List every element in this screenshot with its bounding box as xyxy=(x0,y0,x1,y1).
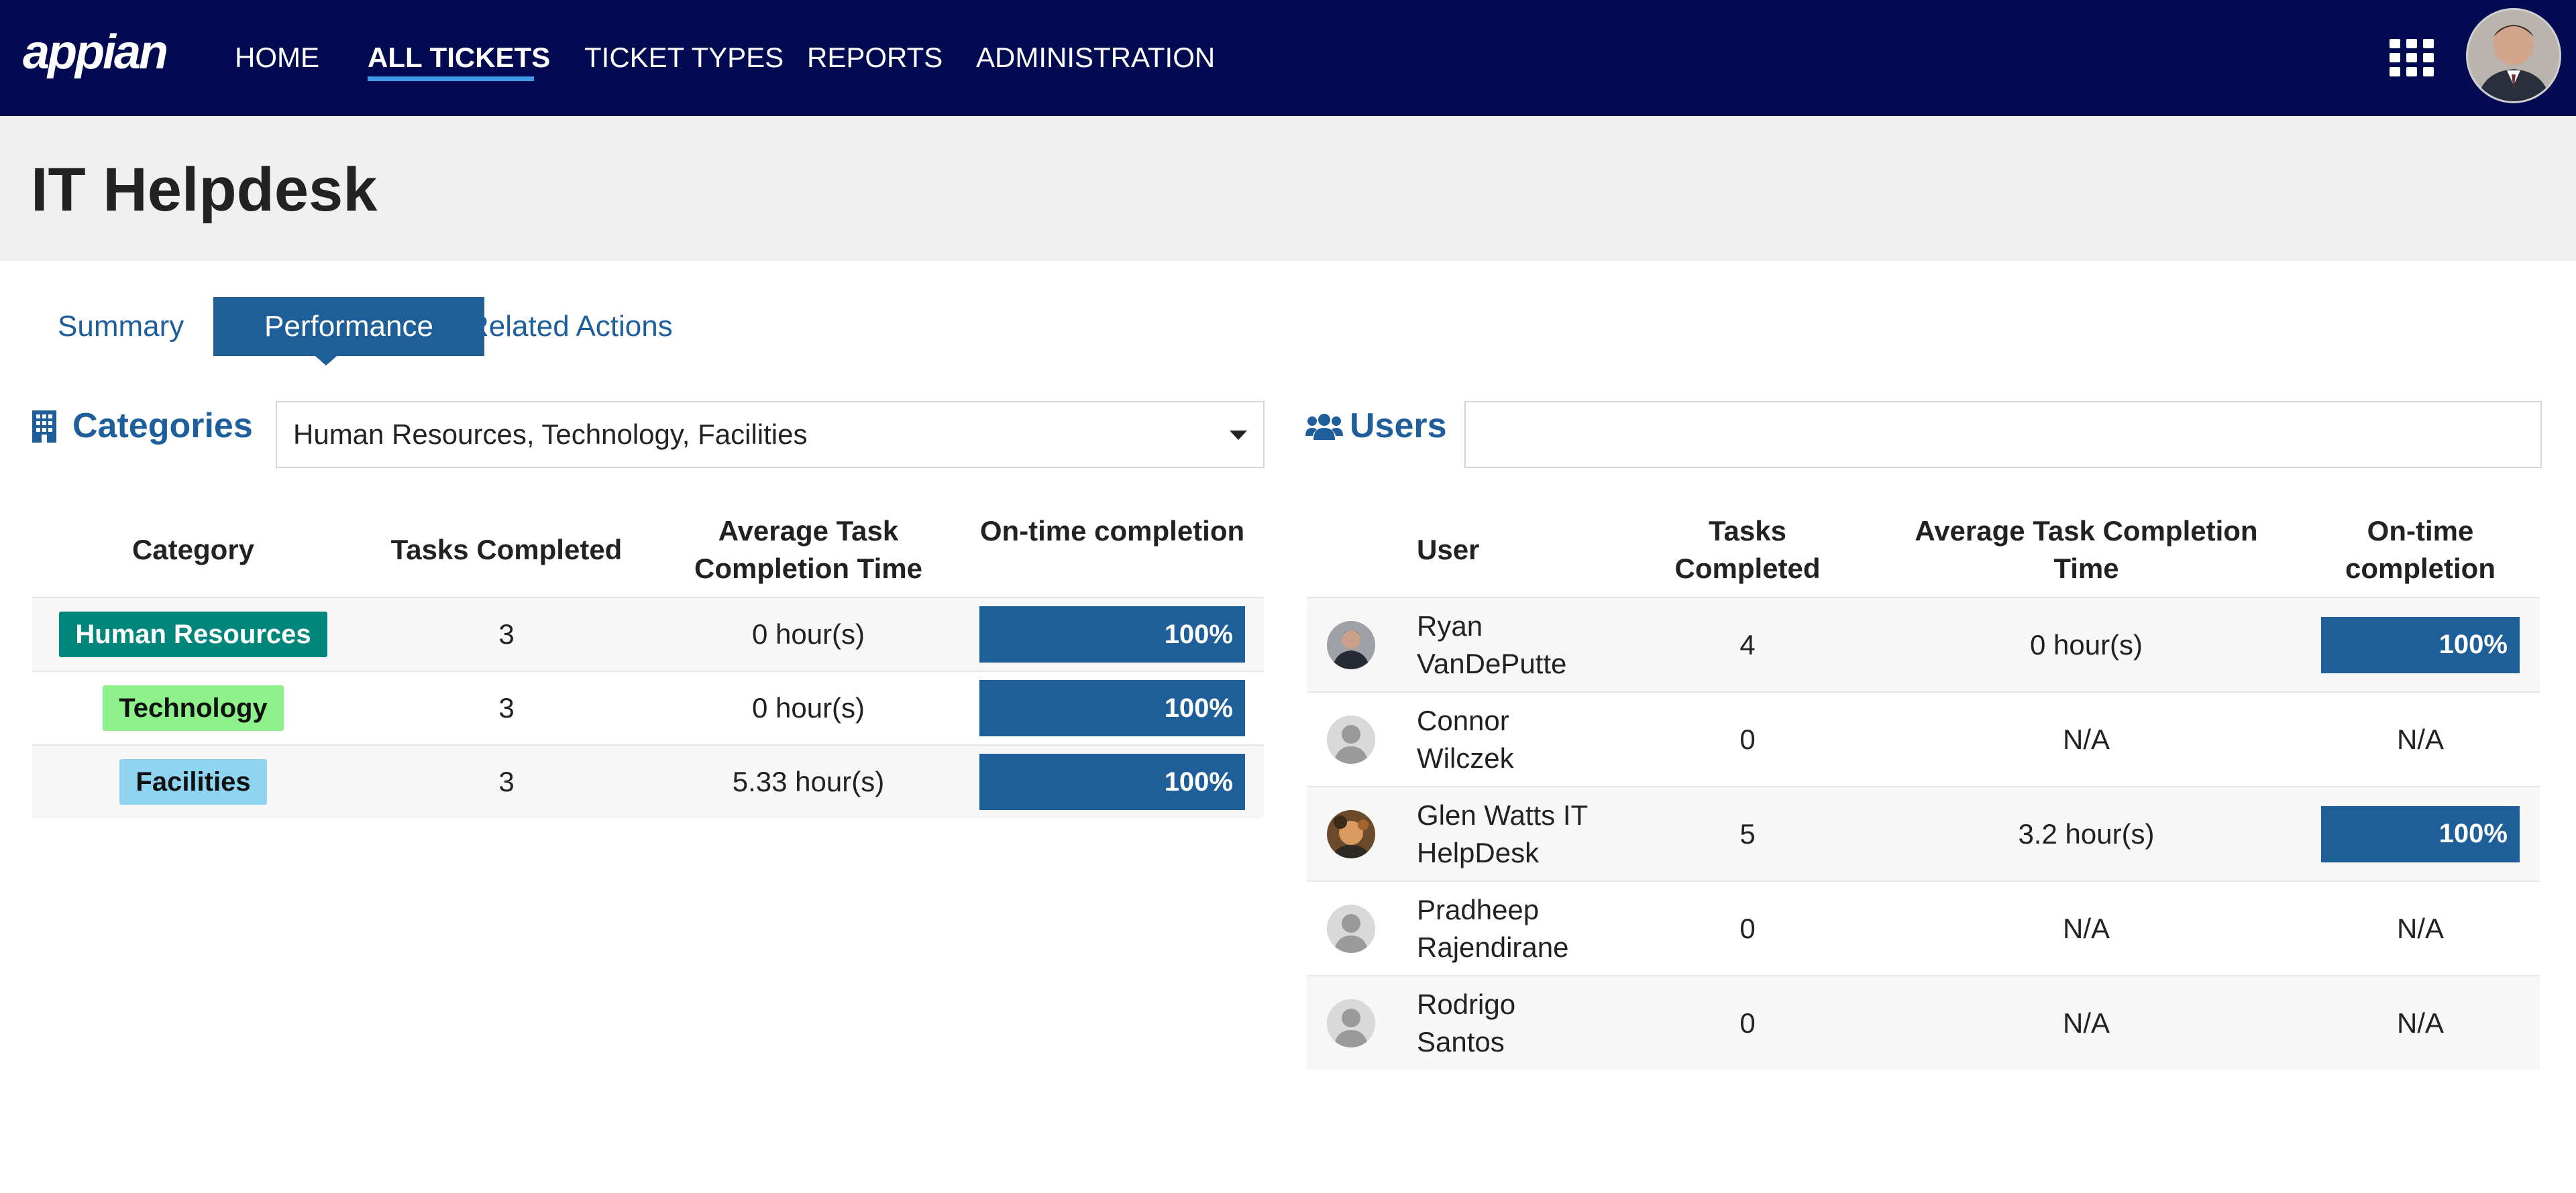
default-avatar-icon[interactable] xyxy=(1327,999,1375,1047)
on-time-progress-bar: 100% xyxy=(979,606,1245,663)
on-time-value: N/A xyxy=(2396,723,2444,755)
tasks-completed-value: 3 xyxy=(498,618,515,650)
user-name-link[interactable]: Connor xyxy=(1417,704,1509,736)
nav-home[interactable]: HOME xyxy=(235,42,319,73)
table-row: Glen Watts IT HelpDesk 5 3.2 hour(s) 100… xyxy=(1307,786,2540,880)
on-time-progress-bar: 100% xyxy=(2321,805,2520,862)
col-header-tasks-completed: Tasks Completed xyxy=(390,534,623,565)
table-row: Technology 3 0 hour(s) 100% xyxy=(32,671,1264,744)
nav-reports[interactable]: REPORTS xyxy=(807,42,943,73)
users-icon xyxy=(1305,412,1343,445)
on-time-progress-bar: 100% xyxy=(979,680,1245,736)
on-time-value: N/A xyxy=(2396,912,2444,944)
user-name-link-line2[interactable]: VanDePutte xyxy=(1417,647,1567,679)
col-header-user: User xyxy=(1417,534,1480,565)
user-name-link[interactable]: Glen Watts IT xyxy=(1417,799,1589,831)
table-row: Facilities 3 5.33 hour(s) 100% xyxy=(32,744,1264,818)
avg-time-value: 0 hour(s) xyxy=(2029,628,2143,661)
user-avatar[interactable] xyxy=(2466,8,2561,103)
default-avatar-icon[interactable] xyxy=(1327,715,1375,764)
avg-time-value: 0 hour(s) xyxy=(751,692,865,724)
avg-time-value: 3.2 hour(s) xyxy=(2018,817,2155,850)
avg-time-value: 5.33 hour(s) xyxy=(732,766,885,797)
on-time-value: N/A xyxy=(2396,1007,2444,1039)
col-header-avg-time: Average Task Completion Time xyxy=(694,515,922,584)
user-name-link-line2[interactable]: Wilczek xyxy=(1417,742,1514,774)
active-nav-indicator xyxy=(368,76,534,81)
col-header-avg-time: Average Task Completion Time xyxy=(1915,515,2258,584)
col-header-on-time: On-time completion xyxy=(979,515,1245,547)
page-header: IT Helpdesk xyxy=(0,116,2576,261)
categories-heading: Categories xyxy=(72,406,253,445)
table-row: Pradheep Rajendirane 0 N/A N/A xyxy=(1307,880,2540,975)
avatar[interactable] xyxy=(1327,809,1375,858)
on-time-progress-bar: 100% xyxy=(979,754,1245,810)
on-time-progress-bar: 100% xyxy=(2321,616,2520,673)
tasks-completed-value: 3 xyxy=(498,692,515,724)
tasks-completed-value: 3 xyxy=(498,766,515,797)
table-row: Rodrigo Santos 0 N/A N/A xyxy=(1307,975,2540,1070)
category-badge-human-resources[interactable]: Human Resources xyxy=(59,612,327,657)
building-icon xyxy=(31,409,58,447)
users-picker-input[interactable] xyxy=(1464,401,2542,468)
table-row: Connor Wilczek 0 N/A N/A xyxy=(1307,691,2540,786)
avatar[interactable] xyxy=(1327,620,1375,669)
category-badge-facilities[interactable]: Facilities xyxy=(119,759,267,805)
grid-icon[interactable] xyxy=(2388,38,2435,78)
user-name-link-line2[interactable]: Rajendirane xyxy=(1417,931,1569,963)
avg-time-value: 0 hour(s) xyxy=(751,618,865,650)
default-avatar-icon[interactable] xyxy=(1327,904,1375,953)
tasks-completed-value: 4 xyxy=(1739,628,1756,661)
avg-time-value: N/A xyxy=(2062,912,2110,944)
top-nav-bar: appian HOME ALL TICKETS TICKET TYPES REP… xyxy=(0,0,2576,116)
page-title: IT Helpdesk xyxy=(31,156,378,224)
tab-summary[interactable]: Summary xyxy=(58,310,184,343)
nav-all-tickets[interactable]: ALL TICKETS xyxy=(368,42,551,73)
tasks-completed-value: 5 xyxy=(1739,817,1756,850)
tab-performance[interactable]: Performance xyxy=(213,297,484,356)
user-name-link[interactable]: Rodrigo xyxy=(1417,988,1516,1020)
avg-time-value: N/A xyxy=(2062,1007,2110,1039)
tab-related-actions[interactable]: Related Actions xyxy=(468,310,673,343)
table-row: Ryan VanDePutte 4 0 hour(s) 100% xyxy=(1307,597,2540,691)
user-name-link[interactable]: Ryan xyxy=(1417,610,1483,642)
active-tab-pointer xyxy=(315,356,337,365)
tasks-completed-value: 0 xyxy=(1739,1007,1756,1039)
col-header-tasks-completed: Tasks Completed xyxy=(1674,515,1821,584)
nav-ticket-types[interactable]: TICKET TYPES xyxy=(584,42,784,73)
table-row: Human Resources 3 0 hour(s) 100% xyxy=(32,597,1264,671)
categories-dropdown[interactable]: Human Resources, Technology, Facilities xyxy=(276,401,1265,468)
nav-administration[interactable]: ADMINISTRATION xyxy=(976,42,1216,73)
tasks-completed-value: 0 xyxy=(1739,723,1756,755)
users-heading: Users xyxy=(1350,406,1447,445)
appian-logo[interactable]: appian xyxy=(23,25,168,79)
col-header-category: Category xyxy=(131,534,255,565)
tasks-completed-value: 0 xyxy=(1739,912,1756,944)
user-name-link-line2[interactable]: HelpDesk xyxy=(1417,836,1540,868)
caret-down-icon xyxy=(1230,431,1247,440)
col-header-on-time: On-time completion xyxy=(2345,515,2496,584)
categories-dropdown-value: Human Resources, Technology, Facilities xyxy=(293,418,808,450)
avg-time-value: N/A xyxy=(2062,723,2110,755)
user-name-link-line2[interactable]: Santos xyxy=(1417,1025,1505,1058)
user-name-link[interactable]: Pradheep xyxy=(1417,893,1540,925)
category-badge-technology[interactable]: Technology xyxy=(103,685,284,731)
